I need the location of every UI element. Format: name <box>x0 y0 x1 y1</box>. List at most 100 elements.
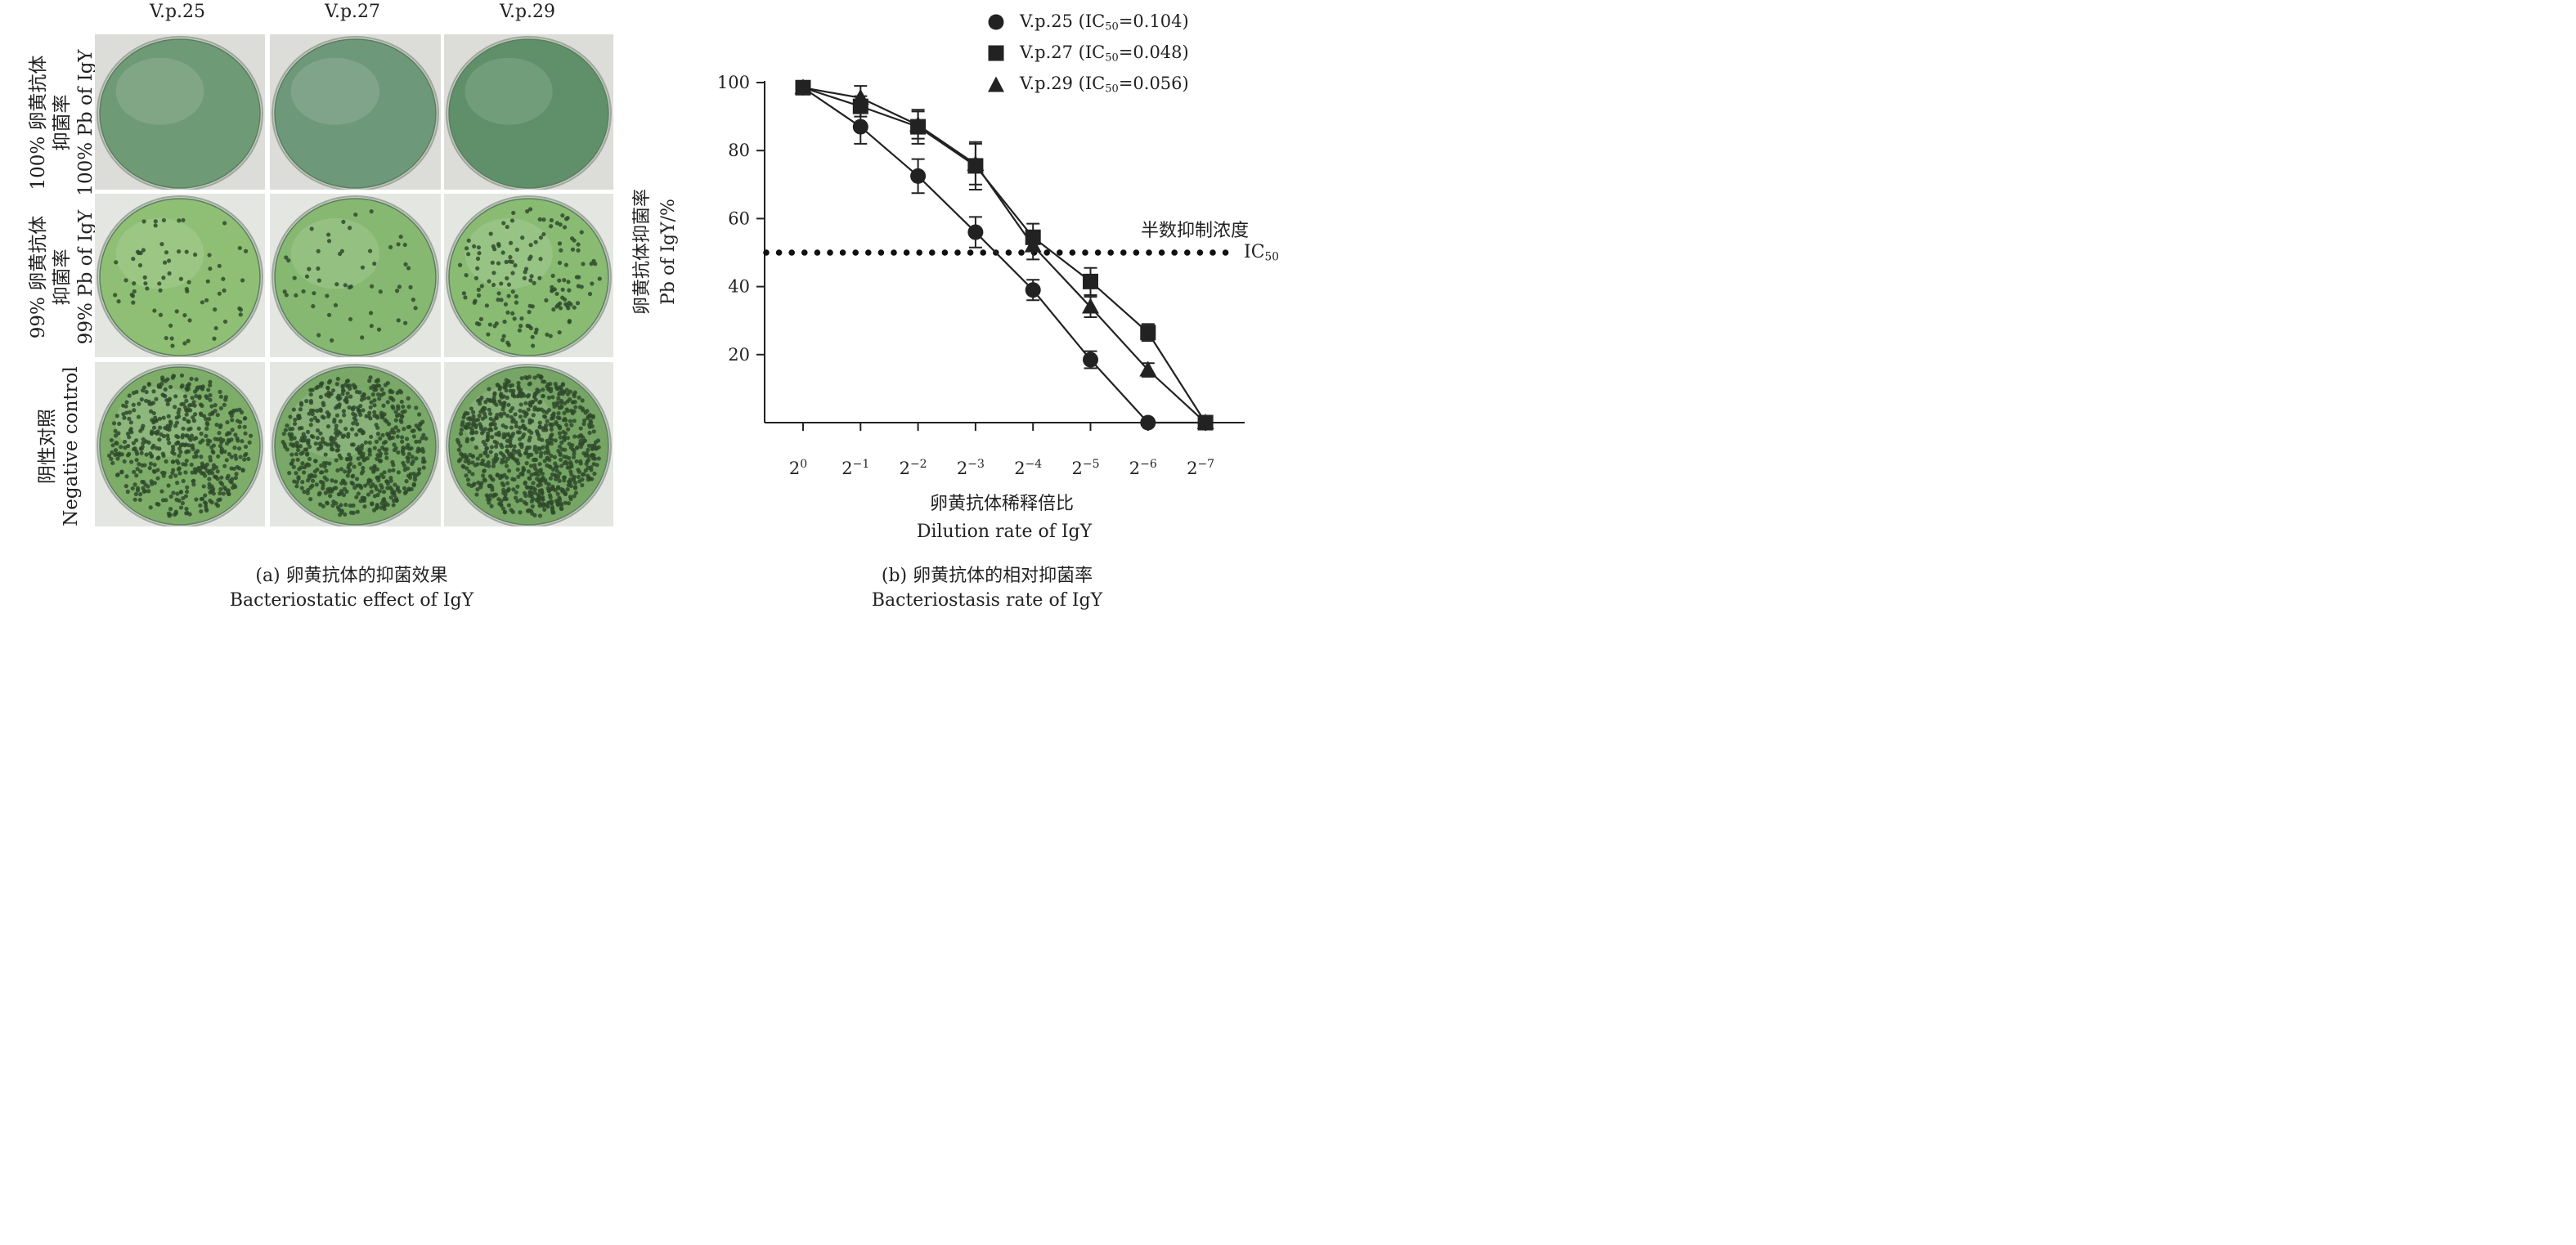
series-line <box>802 87 1206 424</box>
row-label-100-en: 100% Pb of IgY <box>74 49 96 196</box>
ic50-reference-dot <box>775 249 783 256</box>
ic50-reference-dot <box>1196 249 1204 256</box>
legend-value-vp25: =0.104) <box>1118 11 1189 31</box>
petri-dish-photo <box>444 194 613 357</box>
legend-text-vp25: V.p.25 (IC <box>1020 11 1106 31</box>
chart-axes: 20 40 60 80 100 20 2−1 2−2 2−3 2−4 2−5 2−6 2−7 <box>717 73 1245 478</box>
ic50-reference-dot <box>1057 249 1063 256</box>
legend-text-vp29: V.p.29 (IC <box>1020 74 1106 93</box>
ic50-reference-dot <box>814 249 821 256</box>
row-label-99-cn2: 抑菌率 <box>51 249 73 306</box>
ic50-reference-dot <box>891 249 897 256</box>
ic50-reference-dot <box>763 249 770 256</box>
row-label-100: 100% 卵黄抗体 抑菌率 100% Pb of IgY <box>27 41 96 204</box>
row-label-99: 99% 卵黄抗体 抑菌率 99% Pb of IgY <box>27 195 96 359</box>
data-point-circle <box>852 119 868 135</box>
legend-value-vp27: =0.048) <box>1118 43 1189 62</box>
panel-a-caption: (a) 卵黄抗体的抑菌效果 Bacteriostatic effect of I… <box>123 564 581 613</box>
ic50-reference-dot <box>1222 249 1229 256</box>
circle-marker-icon <box>988 14 1004 30</box>
ic50-reference-dot <box>852 249 859 256</box>
legend-sub-vp25: 50 <box>1105 20 1119 34</box>
x-tick-label: 2−6 <box>1129 458 1157 478</box>
series-line <box>802 87 1206 423</box>
ic50-reference-dot <box>1005 249 1012 256</box>
data-point-square <box>1140 325 1156 341</box>
series-v-p-29 <box>794 78 1214 429</box>
column-label-vp29: V.p.29 <box>499 2 556 22</box>
chart-axis-labels: 卵黄抗体稀释倍比 Dilution rate of IgY 卵黄抗体抑菌率 Pb… <box>632 189 1093 542</box>
panel-a-caption-en: Bacteriostatic effect of IgY <box>229 590 474 611</box>
y-tick-label: 100 <box>717 73 750 92</box>
legend-sub-vp29: 50 <box>1105 83 1119 96</box>
ic50-reference-dot <box>929 249 936 256</box>
ic50-reference-dot <box>1018 249 1025 256</box>
ic50-reference-dot <box>865 249 872 256</box>
ic50-reference-dot <box>1133 249 1140 256</box>
row-label-99-en: 99% Pb of IgY <box>74 209 96 345</box>
x-tick-label: 2−7 <box>1187 458 1214 478</box>
y-axis-label-cn: 卵黄抗体抑菌率 <box>632 189 653 315</box>
row-label-100-cn1: 100% 卵黄抗体 <box>28 55 49 190</box>
data-point-triangle <box>794 78 812 95</box>
ic50-reference-dot <box>903 249 910 256</box>
petri-dish-photo <box>444 362 613 526</box>
ic50-reference-dot <box>788 249 795 256</box>
column-label-vp25: V.p.25 <box>149 2 206 22</box>
ic50-reference-dot <box>1146 249 1152 256</box>
data-point-square <box>1083 273 1098 289</box>
x-tick-label: 2−1 <box>841 458 869 478</box>
inhibition-rate-chart: 20 40 60 80 100 20 2−1 2−2 2−3 2−4 2−5 2−6 2−7 卵黄抗体稀… <box>632 73 1245 542</box>
ic50-annotation-en-text: IC <box>1244 242 1265 262</box>
row-label-99-cn1: 99% 卵黄抗体 <box>28 215 49 339</box>
data-point-triangle <box>967 155 985 171</box>
ic50-reference-dot <box>916 249 922 256</box>
data-point-triangle <box>851 88 869 105</box>
ic50-reference-dot <box>954 249 961 256</box>
ic50-annotation-sub: 50 <box>1264 250 1279 264</box>
ic50-reference-dot <box>980 249 986 256</box>
data-point-triangle <box>1139 361 1157 377</box>
ic50-reference-dot <box>1094 249 1102 256</box>
petri-dish-photo <box>95 34 265 190</box>
petri-dish-photo <box>444 34 613 190</box>
ic50-reference-dot <box>941 249 949 256</box>
ic50-reference-dot <box>1120 249 1127 256</box>
ic50-reference-dot <box>1184 249 1191 256</box>
x-axis-label-en: Dilution rate of IgY <box>917 522 1093 542</box>
x-axis-label-cn: 卵黄抗体稀释倍比 <box>930 494 1074 514</box>
y-axis-label-en: Pb of IgY/% <box>658 199 679 305</box>
x-tick-label: 2−5 <box>1071 458 1099 478</box>
triangle-marker-icon <box>988 76 1004 92</box>
ic50-annotation-en: IC50 <box>1244 242 1279 263</box>
row-label-negative-en: Negative control <box>60 366 82 526</box>
petri-dish-photo <box>270 34 441 190</box>
ic50-reference-dot <box>1082 249 1088 256</box>
y-tick-label: 40 <box>728 277 750 297</box>
row-label-negative: 阴性对照 Negative control <box>36 365 82 528</box>
data-point-circle <box>1025 282 1041 298</box>
column-label-vp27: V.p.27 <box>324 2 381 22</box>
panel-b-caption: (b) 卵黄抗体的相对抑菌率 Bacteriostasis rate of Ig… <box>758 564 1216 613</box>
y-tick-label: 60 <box>728 208 750 228</box>
panel-b-caption-en: Bacteriostasis rate of IgY <box>871 590 1103 611</box>
ic50-reference-dot <box>1209 249 1216 256</box>
ic50-reference-dot <box>839 249 846 256</box>
chart-series <box>794 78 1214 431</box>
legend-sub-vp27: 50 <box>1105 52 1119 65</box>
x-tick-label: 2−4 <box>1014 458 1042 478</box>
ic50-reference-dot <box>1171 249 1178 256</box>
ic50-reference-dot <box>1158 249 1165 256</box>
panel-a-caption-cn: (a) 卵黄抗体的抑菌效果 <box>255 566 448 586</box>
data-point-circle <box>1140 414 1156 431</box>
data-point-circle <box>1083 352 1098 368</box>
ic50-reference-dot <box>877 249 885 256</box>
square-marker-icon <box>988 45 1004 61</box>
row-label-100-cn2: 抑菌率 <box>51 94 73 151</box>
y-tick-label: 20 <box>728 345 750 365</box>
x-tick-label: 2−3 <box>957 458 985 478</box>
y-tick-label: 80 <box>728 141 750 160</box>
series-line <box>802 87 1207 423</box>
petri-dish-photo <box>270 362 441 526</box>
data-point-circle <box>967 224 984 240</box>
